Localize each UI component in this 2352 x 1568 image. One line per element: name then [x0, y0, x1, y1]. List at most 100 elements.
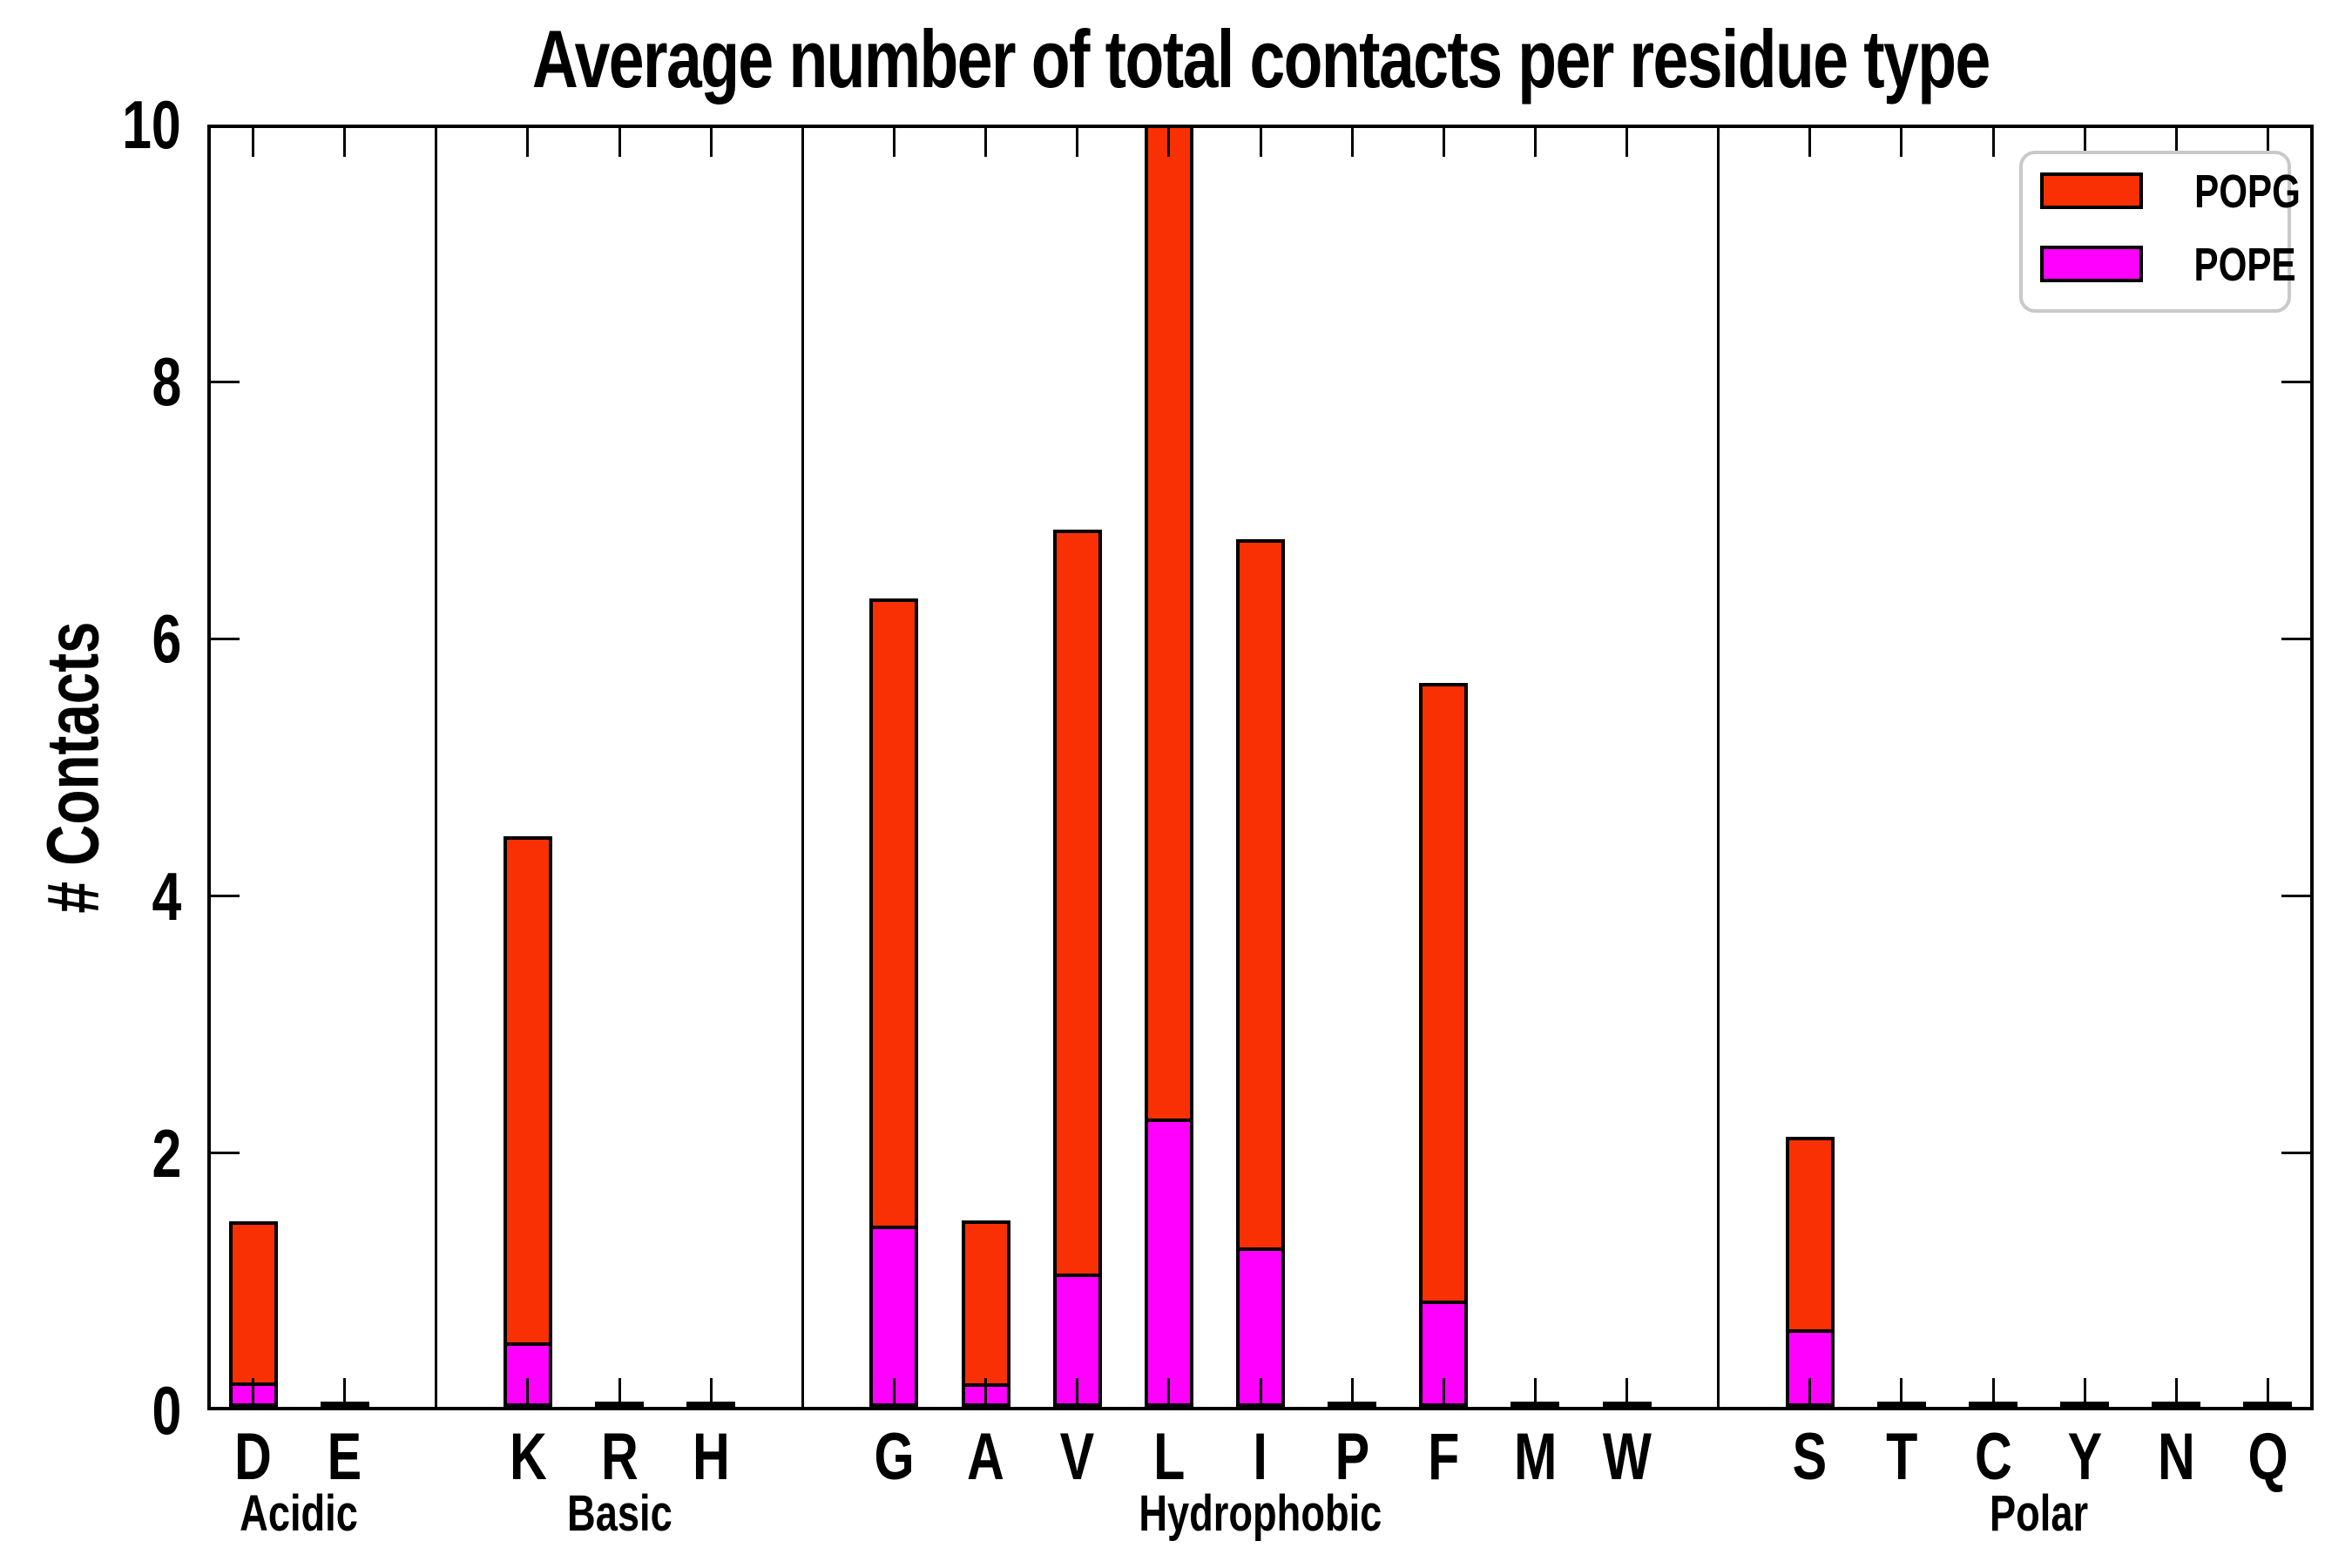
x-tick-bottom-D: [252, 1378, 255, 1407]
group-label-text: Acidic: [240, 1485, 359, 1542]
x-label-text: W: [1602, 1420, 1652, 1494]
x-label-text: T: [1885, 1420, 1918, 1494]
x-label-S: S: [1740, 1423, 1880, 1491]
y-tick-label-text: 2: [152, 1114, 181, 1192]
x-label-text: F: [1428, 1420, 1460, 1494]
x-tick-top-C: [1991, 128, 1995, 157]
x-label-text: Q: [2247, 1420, 2288, 1494]
x-tick-bottom-Q: [2266, 1378, 2269, 1407]
bar-G: [869, 598, 919, 1407]
x-label-text: H: [692, 1420, 730, 1494]
x-tick-top-V: [1076, 128, 1079, 157]
group-label-hydrophobic: Hydrophobic: [1086, 1488, 1435, 1540]
x-label-M: M: [1465, 1423, 1605, 1491]
legend-label-popg: POPG: [2180, 168, 2301, 215]
x-label-V: V: [1008, 1423, 1147, 1491]
y-tick-label-4: 4: [14, 862, 181, 931]
bar-I: [1236, 538, 1285, 1407]
legend-label-text: POPE: [2193, 239, 2296, 291]
x-label-H: H: [641, 1423, 781, 1491]
x-label-text: K: [509, 1420, 547, 1494]
x-tick-bottom-M: [1533, 1378, 1537, 1407]
y-tick-label-6: 6: [14, 604, 181, 673]
x-label-K: K: [458, 1423, 598, 1491]
x-tick-top-H: [709, 128, 713, 157]
group-divider: [801, 128, 804, 1407]
group-label-acidic: Acidic: [125, 1488, 473, 1540]
x-tick-bottom-L: [1167, 1378, 1171, 1407]
y-tick-left-8: [211, 380, 240, 383]
bar-L-pope-segment: [1144, 1119, 1193, 1407]
x-tick-bottom-W: [1625, 1378, 1629, 1407]
bar-S: [1785, 1137, 1835, 1407]
x-label-text: C: [1974, 1420, 2012, 1494]
x-label-text: G: [874, 1420, 915, 1494]
x-label-text: D: [234, 1420, 272, 1494]
x-tick-bottom-P: [1350, 1378, 1354, 1407]
x-label-T: T: [1832, 1423, 1971, 1491]
x-tick-bottom-I: [1259, 1378, 1262, 1407]
group-divider: [1717, 128, 1720, 1407]
y-tick-left-4: [211, 895, 240, 898]
x-label-text: S: [1792, 1420, 1828, 1494]
x-label-L: L: [1099, 1423, 1239, 1491]
x-label-C: C: [1923, 1423, 2063, 1491]
group-divider: [435, 128, 438, 1407]
x-tick-bottom-V: [1076, 1378, 1079, 1407]
legend-swatch-pope: [2040, 246, 2143, 282]
chart-title: Average number of total contacts per res…: [207, 12, 2314, 106]
x-tick-top-K: [526, 128, 530, 157]
bar-K: [503, 835, 552, 1407]
x-label-text: I: [1253, 1420, 1268, 1494]
chart-title-text: Average number of total contacts per res…: [531, 13, 1990, 105]
x-tick-top-R: [618, 128, 621, 157]
x-label-text: Y: [2067, 1420, 2102, 1494]
x-label-text: E: [327, 1420, 362, 1494]
y-tick-right-2: [2281, 1152, 2310, 1155]
bar-L: [1144, 125, 1193, 1407]
x-label-R: R: [550, 1423, 689, 1491]
legend-label-text: POPG: [2194, 166, 2301, 218]
y-tick-label-8: 8: [14, 347, 181, 416]
y-tick-label-0: 0: [14, 1375, 181, 1445]
x-tick-bottom-N: [2174, 1378, 2178, 1407]
y-tick-label-10: 10: [14, 90, 181, 159]
group-label-basic: Basic: [445, 1488, 794, 1540]
x-tick-top-F: [1442, 128, 1445, 157]
x-tick-top-L: [1167, 128, 1171, 157]
x-tick-top-P: [1350, 128, 1354, 157]
legend: POPG POPE: [2019, 151, 2301, 313]
y-tick-right-8: [2281, 380, 2310, 383]
group-label-text: Basic: [566, 1485, 672, 1542]
bar-G-pope-segment: [869, 1225, 919, 1407]
x-label-Y: Y: [2015, 1423, 2154, 1491]
x-label-text: V: [1059, 1420, 1095, 1494]
x-label-text: N: [2157, 1420, 2195, 1494]
group-label-text: Hydrophobic: [1139, 1485, 1382, 1542]
x-tick-bottom-E: [343, 1378, 347, 1407]
x-label-A: A: [916, 1423, 1056, 1491]
y-tick-left-2: [211, 1152, 240, 1155]
x-tick-bottom-C: [1991, 1378, 1995, 1407]
x-label-G: G: [824, 1423, 963, 1491]
x-tick-bottom-S: [1808, 1378, 1812, 1407]
x-tick-top-D: [252, 128, 255, 157]
x-tick-top-G: [892, 128, 896, 157]
x-tick-top-A: [984, 128, 988, 157]
x-label-text: R: [600, 1420, 639, 1494]
y-tick-right-4: [2281, 895, 2310, 898]
x-label-Q: Q: [2198, 1423, 2337, 1491]
x-tick-top-W: [1625, 128, 1629, 157]
x-tick-bottom-G: [892, 1378, 896, 1407]
x-tick-top-I: [1259, 128, 1262, 157]
group-label-text: Polar: [1990, 1485, 2089, 1542]
x-label-text: P: [1335, 1420, 1369, 1494]
x-label-text: L: [1152, 1420, 1185, 1494]
x-tick-bottom-F: [1442, 1378, 1445, 1407]
x-tick-top-S: [1808, 128, 1812, 157]
y-tick-label-text: 4: [152, 857, 181, 935]
x-tick-bottom-Y: [2083, 1378, 2086, 1407]
x-label-P: P: [1282, 1423, 1422, 1491]
x-label-E: E: [275, 1423, 415, 1491]
x-tick-bottom-T: [1900, 1378, 1903, 1407]
